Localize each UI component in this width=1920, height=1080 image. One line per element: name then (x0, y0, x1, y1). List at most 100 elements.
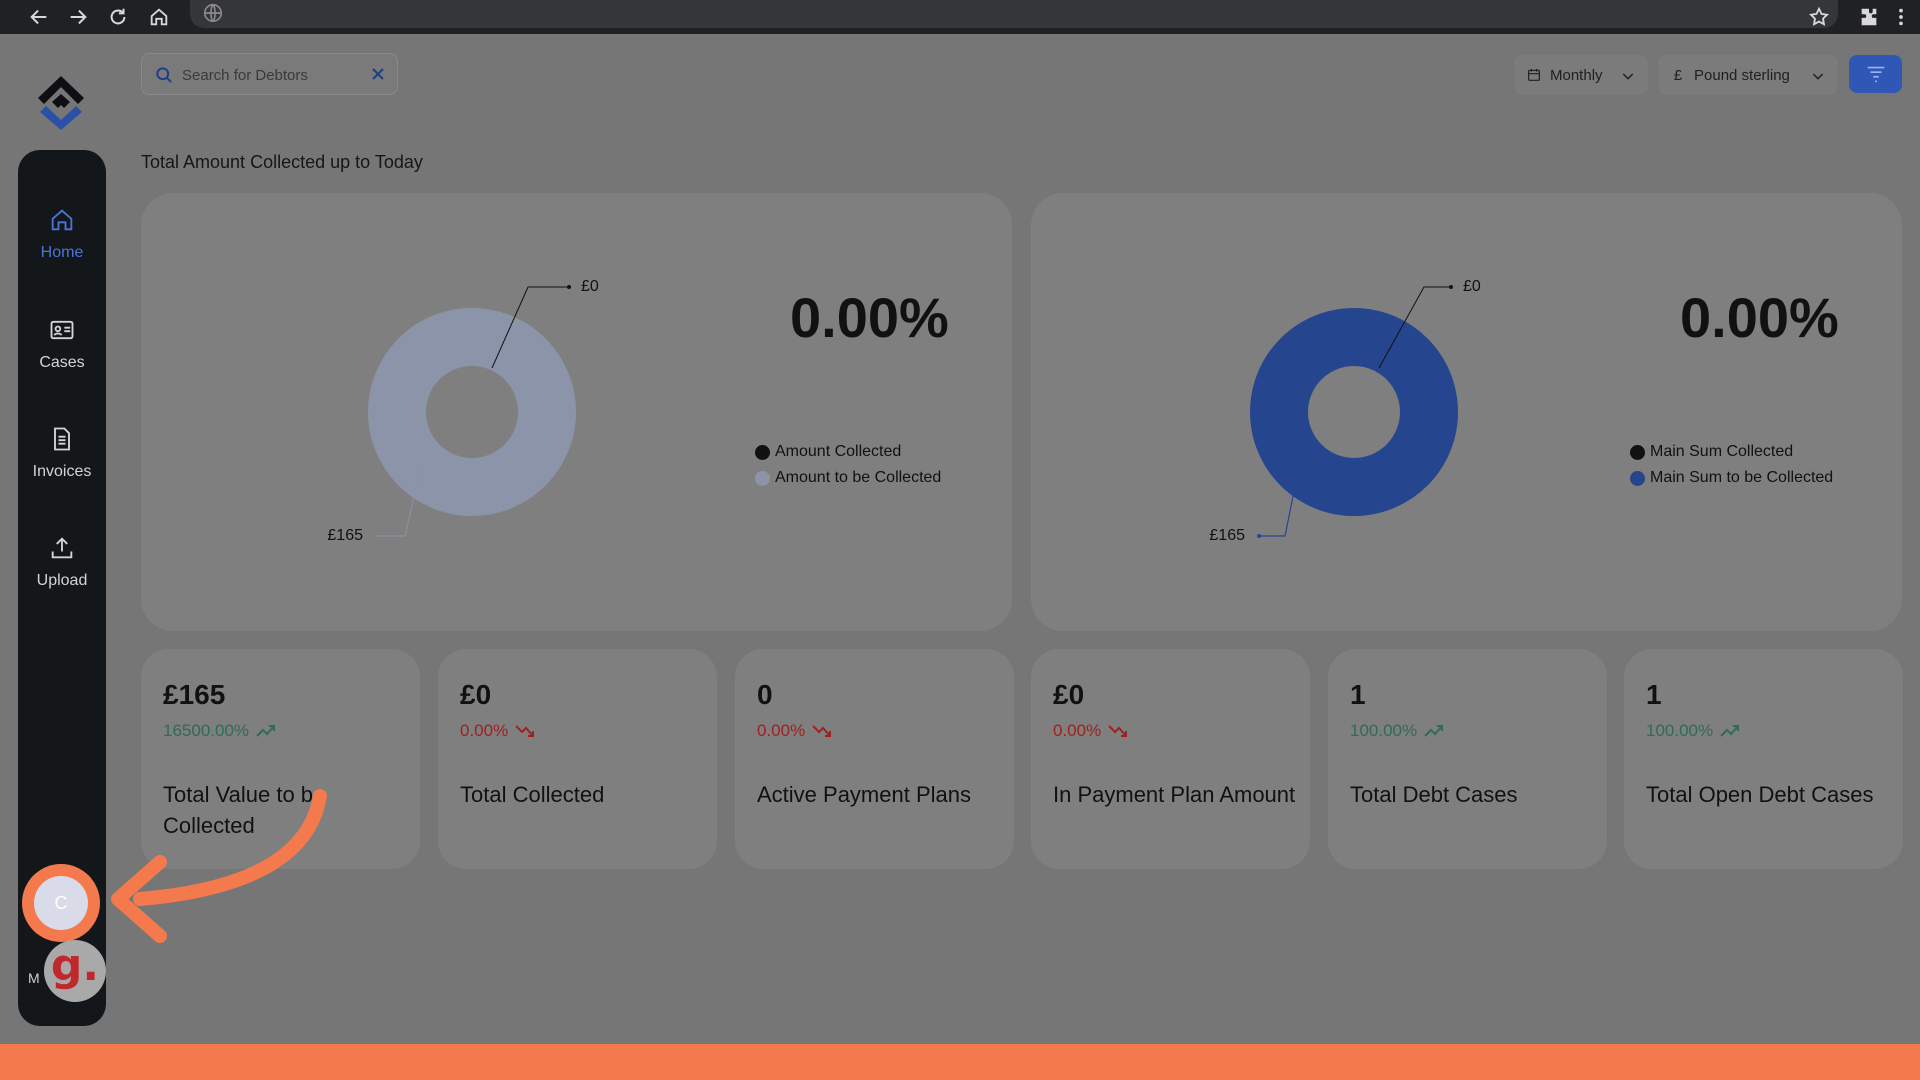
legend-item: Main Sum Collected (1630, 439, 1833, 465)
stat-change-value: 16500.00% (163, 721, 250, 740)
chart-legend: Main Sum Collected Main Sum to be Collec… (1630, 439, 1833, 491)
callout-label-bottom: £165 (1209, 527, 1245, 544)
upload-icon (51, 537, 73, 559)
legend-dot (755, 470, 770, 486)
g-badge-icon[interactable]: g. (44, 940, 106, 1002)
stat-card-plan-amount[interactable]: £0 0.00% In Payment Plan Amount (1031, 649, 1310, 869)
stat-value: £0 (1053, 679, 1085, 710)
legend-item: Amount Collected (755, 439, 941, 465)
stat-card-total-value[interactable]: £165 16500.00% Total Value to be Collect… (141, 649, 420, 869)
callout-dot-bottom (1257, 534, 1261, 538)
bottom-highlight-band (0, 1044, 1920, 1080)
period-select[interactable]: Monthly (1514, 55, 1648, 95)
stat-label: In Payment Plan Amount (1053, 782, 1296, 807)
user-name: M (28, 970, 40, 986)
callout-line-top (1378, 286, 1451, 369)
stat-label: Total Value to be Collected (163, 782, 326, 838)
stat-change-value: 0.00% (757, 721, 806, 740)
percent-collected: 0.00% (1680, 286, 1839, 349)
chart-card-main-sum: £0 £165 0.00% Main Sum Collected Main Su… (1031, 193, 1902, 631)
sidebar-item-home[interactable]: Home (18, 206, 106, 286)
id-card-icon (50, 320, 74, 340)
sidebar-item-label: Upload (36, 572, 88, 589)
search-icon (156, 67, 172, 83)
percent-collected: 0.00% (790, 286, 949, 349)
stat-change: 0.00% (1053, 721, 1129, 741)
forward-icon[interactable] (65, 4, 91, 30)
close-icon[interactable] (368, 64, 388, 84)
chart-card-amount: £0 £165 0.00% Amount Collected Amount to… (141, 193, 1012, 631)
sidebar-item-upload[interactable]: Upload (18, 534, 106, 614)
star-icon[interactable] (1806, 4, 1832, 30)
address-bar[interactable] (190, 0, 1838, 28)
stat-label: Total Collected (460, 782, 605, 807)
filter-icon (1867, 66, 1884, 83)
legend-item: Amount to be Collected (755, 465, 941, 491)
callout-label-bottom: £165 (327, 527, 363, 544)
legend-label: Main Sum Collected (1650, 443, 1794, 460)
stat-label: Total Debt Cases (1350, 782, 1518, 807)
document-icon (54, 427, 70, 451)
stat-label: Total Open Debt Cases (1646, 782, 1874, 807)
home-icon[interactable] (146, 4, 172, 30)
legend-dot (755, 444, 770, 460)
sidebar-item-label: Home (40, 244, 84, 261)
sidebar-item-label: Cases (39, 354, 85, 371)
callout-label-top: £0 (581, 278, 599, 295)
filter-button[interactable] (1849, 55, 1902, 93)
stat-change: 0.00% (460, 721, 536, 741)
legend-label: Amount Collected (775, 443, 902, 460)
stat-change-value: 0.00% (460, 721, 509, 740)
trend-up-icon (256, 725, 276, 737)
kebab-menu-icon[interactable] (1888, 4, 1914, 30)
sidebar-item-cases[interactable]: Cases (18, 316, 106, 396)
house-icon (51, 209, 73, 231)
donut-ring (1250, 308, 1458, 516)
callout-dot-top (1449, 285, 1453, 289)
callout-line-bottom (1259, 456, 1302, 537)
browser-toolbar (0, 0, 1920, 34)
calendar-icon (1526, 67, 1542, 83)
trend-down-icon (515, 725, 535, 737)
stat-change: 100.00% (1350, 721, 1445, 741)
callout-dot-top (567, 285, 571, 289)
back-icon[interactable] (26, 4, 52, 30)
currency-select-value: Pound sterling (1694, 66, 1790, 84)
extensions-icon[interactable] (1856, 4, 1882, 30)
search-field[interactable]: Search for Debtors (141, 53, 398, 95)
legend-item: Main Sum to be Collected (1630, 465, 1833, 491)
stat-value: 0 (757, 679, 773, 710)
reload-icon[interactable] (105, 4, 131, 30)
stat-card-active-plans[interactable]: 0 0.00% Active Payment Plans (735, 649, 1014, 869)
search-input[interactable]: Search for Debtors (182, 67, 308, 84)
section-title: Total Amount Collected up to Today (141, 152, 423, 172)
avatar[interactable]: C (34, 876, 88, 930)
chevron-down-icon (1622, 73, 1634, 80)
globe-icon (202, 2, 224, 24)
stat-change: 100.00% (1646, 721, 1741, 741)
stat-card-open-debt-cases[interactable]: 1 100.00% Total Open Debt Cases (1624, 649, 1903, 869)
legend-label: Main Sum to be Collected (1650, 469, 1834, 486)
stat-change: 16500.00% (163, 721, 277, 741)
donut-chart: £0 £165 (1209, 278, 1480, 544)
app-logo[interactable] (28, 72, 94, 130)
currency-symbol: £ (1673, 66, 1683, 84)
stat-change: 0.00% (757, 721, 833, 741)
stat-card-total-collected[interactable]: £0 0.00% Total Collected (438, 649, 717, 869)
legend-dot (1630, 470, 1645, 486)
currency-select[interactable]: £ Pound sterling (1658, 55, 1838, 95)
stat-change-value: 0.00% (1053, 721, 1102, 740)
stat-value: £165 (163, 679, 226, 710)
sidebar-item-invoices[interactable]: Invoices (18, 425, 106, 505)
donut-ring (368, 308, 576, 516)
chevron-down-icon (1812, 73, 1824, 80)
sidebar-item-label: Invoices (32, 463, 92, 480)
legend-label: Amount to be Collected (775, 469, 942, 486)
stat-change-value: 100.00% (1350, 721, 1418, 740)
trend-down-icon (1108, 725, 1128, 737)
stat-value: 1 (1646, 679, 1662, 710)
stat-card-debt-cases[interactable]: 1 100.00% Total Debt Cases (1328, 649, 1607, 869)
period-select-value: Monthly (1550, 66, 1603, 84)
trend-up-icon (1424, 725, 1444, 737)
trend-up-icon (1720, 725, 1740, 737)
